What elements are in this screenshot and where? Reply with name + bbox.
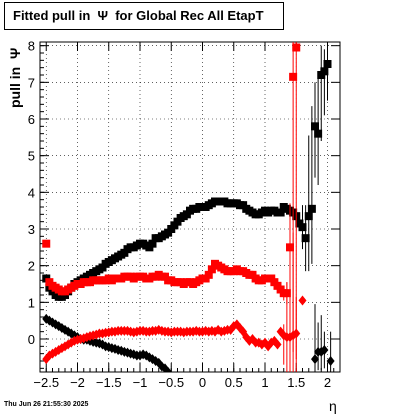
- data-point-square: [323, 60, 332, 68]
- x-tick-label: −2: [70, 375, 85, 390]
- y-tick-label: 1: [28, 295, 35, 310]
- y-tick-label: 4: [28, 185, 35, 200]
- y-tick-label: 7: [28, 75, 35, 90]
- x-tick-label: 1.5: [287, 375, 305, 390]
- x-tick-label: −0.5: [158, 375, 184, 390]
- x-tick-label: −2.5: [33, 375, 59, 390]
- y-tick-label: 5: [28, 149, 35, 164]
- data-point-square: [204, 270, 213, 279]
- data-layer: [42, 42, 335, 372]
- data-point-diamond: [292, 328, 301, 339]
- y-tick-label: 0: [28, 332, 35, 347]
- y-axis-label: pull in Ψ: [7, 47, 23, 108]
- data-point-square: [307, 204, 316, 213]
- data-point-square: [314, 129, 323, 138]
- y-tick-label: 6: [28, 112, 35, 127]
- data-point-square: [304, 212, 313, 221]
- x-tick-label: 0: [199, 375, 206, 390]
- data-point-square: [292, 43, 301, 52]
- x-tick-label: 1: [261, 375, 268, 390]
- data-point-square: [289, 72, 298, 81]
- data-point-diamond: [320, 345, 329, 355]
- x-tick-label: −1: [133, 375, 148, 390]
- data-point-diamond: [326, 356, 335, 366]
- data-point-square: [148, 239, 157, 248]
- data-point-square: [320, 67, 329, 76]
- data-point-square: [42, 239, 51, 248]
- data-point-square: [207, 265, 216, 274]
- y-tick-label: 8: [28, 39, 35, 54]
- data-point-square: [276, 208, 285, 217]
- data-point-diamond: [298, 295, 307, 306]
- x-tick-label: −1.5: [96, 375, 122, 390]
- data-point-square: [301, 234, 310, 243]
- timestamp-footer: Thu Jun 26 21:55:30 2025: [4, 401, 89, 408]
- data-point-square: [311, 122, 319, 131]
- x-tick-label: 2: [324, 375, 331, 390]
- chart-title: Fitted pull in Ψ for Global Rec All Etap…: [4, 2, 284, 30]
- data-point-diamond: [311, 354, 319, 365]
- y-tick-label: 2: [28, 259, 35, 274]
- x-axis-label: η: [329, 398, 337, 414]
- data-point-square: [298, 223, 307, 232]
- x-tick-label: 0.5: [225, 375, 243, 390]
- y-tick-label: 3: [28, 222, 35, 237]
- data-point-diamond: [164, 367, 173, 372]
- data-point-diamond: [273, 339, 282, 350]
